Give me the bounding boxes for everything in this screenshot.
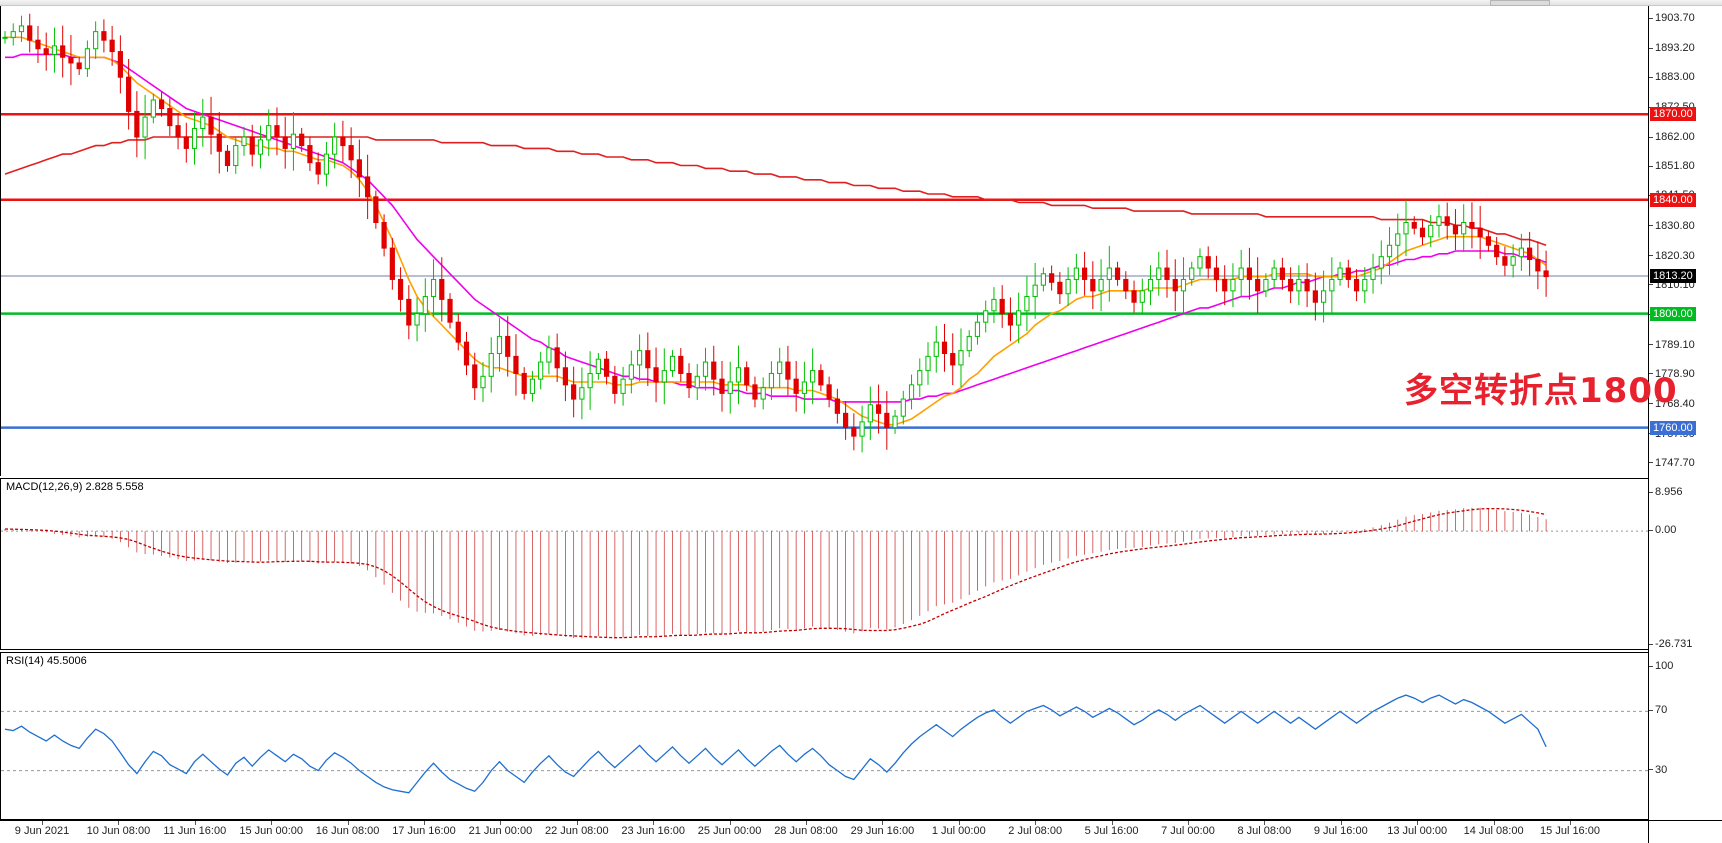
macd-panel[interactable]: MACD(12,26,9) 2.828 5.558 [0,478,1648,650]
time-axis-label: 10 Jun 08:00 [86,825,151,837]
macd-label: MACD(12,26,9) 2.828 5.558 [6,481,144,493]
time-axis-label: 22 Jun 08:00 [544,825,609,837]
time-axis-label: 16 Jun 08:00 [315,825,380,837]
time-tick [1035,821,1037,825]
price-tick: 1851.80 [1649,160,1695,172]
price-panel[interactable] [0,6,1648,476]
time-tick [347,821,349,825]
macd-chart-canvas [1,507,1648,639]
time-axis-label: 28 Jun 08:00 [774,825,838,837]
price-tick: 1789.10 [1649,339,1695,351]
time-tick [194,821,196,825]
chart-annotation-text: 多空转折点1800 [1404,371,1678,411]
time-axis-label: 5 Jul 16:00 [1084,825,1139,837]
scrollbar-thumb[interactable] [1490,0,1550,6]
time-axis-corner [1648,820,1722,843]
time-tick [42,821,43,825]
time-tick [1264,821,1266,825]
price-tick: 1903.70 [1649,12,1695,24]
time-tick [271,821,273,825]
price-level-tag-support-1760[interactable]: 1760.00 [1650,420,1696,435]
time-axis-label: 17 Jun 16:00 [392,825,456,837]
price-tick: 1778.90 [1649,368,1695,380]
time-axis-label: 14 Jul 08:00 [1463,825,1524,837]
price-tick: 1747.70 [1649,457,1695,469]
price-level-tag-resistance-1870[interactable]: 1870.00 [1650,107,1696,122]
time-axis-label: 9 Jul 16:00 [1313,825,1368,837]
time-axis-label: 9 Jun 2021 [14,825,70,837]
time-axis-label: 21 Jun 00:00 [468,825,533,837]
rsi-tick: 100 [1649,660,1673,672]
time-tick [1188,821,1189,825]
time-tick [1570,821,1571,825]
macd-tick: -26.731 [1649,638,1692,650]
price-level-tag-pivot-1800[interactable]: 1800.00 [1650,306,1696,321]
time-axis-label: 15 Jul 16:00 [1540,825,1600,837]
rsi-tick: 70 [1649,704,1667,716]
price-tick: 1830.80 [1649,220,1695,232]
price-tick: 1820.30 [1649,250,1695,262]
price-chart-canvas [1,13,1648,453]
price-tick: 1862.00 [1649,131,1695,143]
price-tick: 1893.20 [1649,42,1695,54]
time-tick [424,821,425,825]
time-tick [1493,821,1495,825]
time-tick [653,821,655,825]
time-axis-label: 8 Jul 08:00 [1237,825,1292,837]
time-axis-label: 11 Jun 16:00 [163,825,227,837]
time-tick [806,821,807,825]
time-axis[interactable]: 9 Jun 2021 10 Jun 08:00 11 Jun 16:00 15 Jun… [0,820,1648,843]
rsi-tick: 30 [1649,764,1667,776]
time-tick [576,821,578,825]
time-tick [1340,821,1342,825]
time-tick [1417,821,1419,825]
macd-tick: 8.956 [1649,486,1683,498]
time-axis-label: 2 Jul 08:00 [1008,825,1063,837]
time-tick [118,821,120,825]
time-tick [500,821,502,825]
rsi-chart-canvas [1,694,1648,794]
time-axis-label: 29 Jun 16:00 [850,825,915,837]
time-tick [958,821,960,825]
time-tick [1111,821,1113,825]
price-tick: 1883.00 [1649,71,1695,83]
time-axis-label: 13 Jul 00:00 [1387,825,1448,837]
rsi-panel[interactable]: RSI(14) 45.5006 [0,652,1648,820]
macd-tick: 0.00 [1649,524,1676,536]
price-level-tag-last-price-1813[interactable]: 1813.20 [1650,269,1696,284]
price-tick: 1768.40 [1649,398,1695,410]
time-axis-label: 23 Jun 16:00 [621,825,685,837]
time-axis-label: 25 Jun 00:00 [697,825,762,837]
price-level-tag-resistance-1840[interactable]: 1840.00 [1650,192,1696,207]
time-tick [729,821,731,825]
price-scale-axis[interactable]: 1903.701893.201883.001872.501862.001851.… [1648,6,1722,820]
time-axis-label: 1 Jul 00:00 [931,825,986,837]
time-tick [882,821,884,825]
horizontal-scrollbar[interactable] [0,0,1722,6]
rsi-label: RSI(14) 45.5006 [6,655,87,667]
time-axis-label: 7 Jul 00:00 [1161,825,1215,837]
time-axis-label: 15 Jun 00:00 [239,825,303,837]
